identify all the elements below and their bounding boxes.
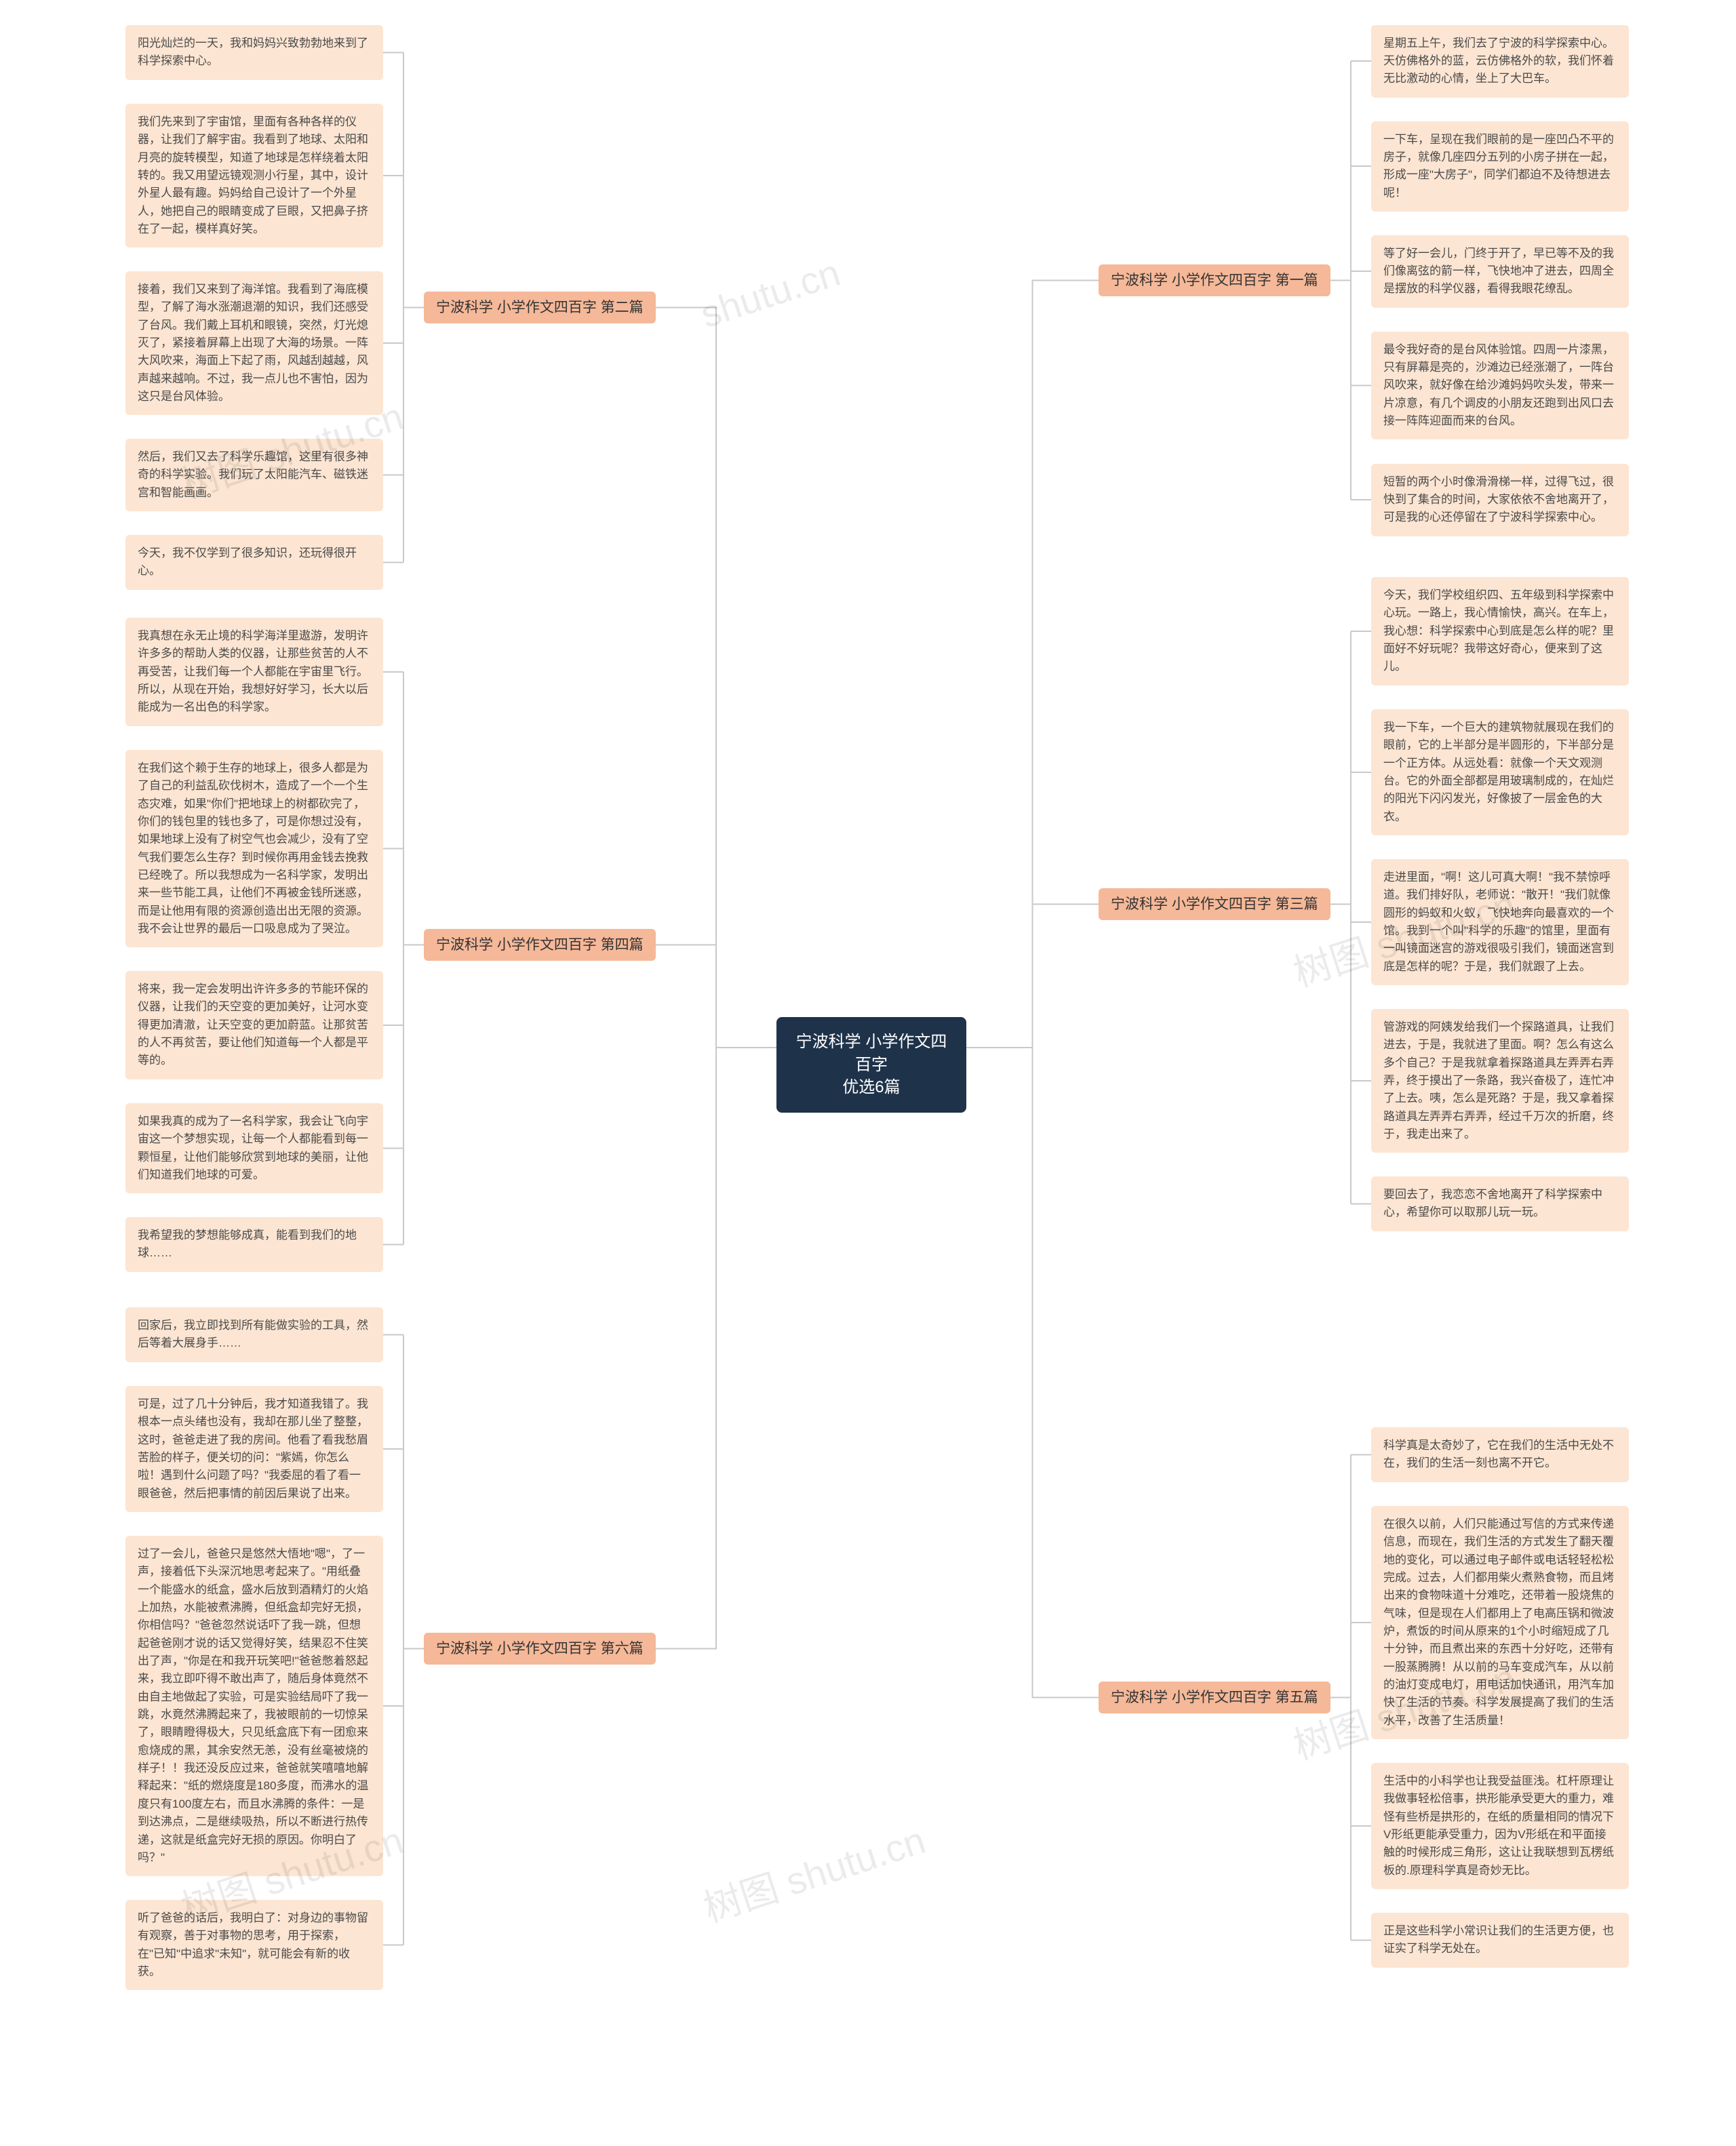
branch-node: 宁波科学 小学作文四百字 第五篇: [1099, 1682, 1330, 1713]
leaf-node: 然后，我们又去了科学乐趣馆，这里有很多神奇的科学实验。我们玩了太阳能汽车、磁铁迷…: [125, 439, 383, 511]
leaf-node: 可是，过了几十分钟后，我才知道我错了。我根本一点头绪也没有，我却在那儿坐了整整，…: [125, 1386, 383, 1512]
watermark: 树图 shutu.cn: [696, 1810, 932, 1934]
leaf-node: 过了一会儿，爸爸只是悠然大悟地"嗯"，了一声，接着低下头深沉地思考起来了。"用纸…: [125, 1536, 383, 1876]
leaf-node: 听了爸爸的话后，我明白了：对身边的事物留有观察，善于对事物的思考，用于探索，在"…: [125, 1900, 383, 1990]
root-title-line1: 宁波科学 小学作文四百字: [796, 1033, 947, 1074]
leaf-node: 阳光灿烂的一天，我和妈妈兴致勃勃地来到了科学探索中心。: [125, 25, 383, 80]
leaf-node: 我真想在永无止境的科学海洋里遨游，发明许许多多的帮助人类的仪器，让那些贫苦的人不…: [125, 618, 383, 726]
watermark: shutu.cn: [695, 250, 845, 336]
leaf-node: 将来，我一定会发明出许许多多的节能环保的仪器，让我们的天空变的更加美好，让河水变…: [125, 971, 383, 1079]
leaf-node: 我们先来到了宇宙馆，里面有各种各样的仪器，让我们了解宇宙。我看到了地球、太阳和月…: [125, 104, 383, 247]
leaf-node: 一下车，呈现在我们眼前的是一座凹凸不平的房子，就像几座四分五列的小房子拼在一起，…: [1371, 121, 1629, 212]
leaf-node: 今天，我们学校组织四、五年级到科学探索中心玩。一路上，我心情愉快，高兴。在车上，…: [1371, 577, 1629, 685]
leaf-node: 如果我真的成为了一名科学家，我会让飞向宇宙这一个梦想实现，让每一个人都能看到每一…: [125, 1103, 383, 1193]
leaf-node: 今天，我不仅学到了很多知识，还玩得很开心。: [125, 535, 383, 590]
root-title-line2: 优选6篇: [842, 1078, 900, 1096]
leaf-node: 正是这些科学小常识让我们的生活更方便，也证实了科学无处在。: [1371, 1913, 1629, 1968]
branch-node: 宁波科学 小学作文四百字 第六篇: [424, 1633, 656, 1665]
leaf-node: 我一下车，一个巨大的建筑物就展现在我们的眼前，它的上半部分是半圆形的，下半部分是…: [1371, 709, 1629, 835]
leaf-node: 走进里面，"啊！这儿可真大啊！"我不禁惊呼道。我们排好队，老师说："散开！"我们…: [1371, 859, 1629, 985]
root-node: 宁波科学 小学作文四百字 优选6篇: [776, 1017, 966, 1113]
leaf-node: 等了好一会儿，门终于开了，早已等不及的我们像离弦的箭一样，飞快地冲了进去，四周全…: [1371, 235, 1629, 308]
leaf-node: 生活中的小科学也让我受益匪浅。杠杆原理让我做事轻松倍事，拱形能承受更大的重力，难…: [1371, 1763, 1629, 1889]
leaf-node: 星期五上午，我们去了宁波的科学探索中心。天仿佛格外的蓝，云仿佛格外的软，我们怀着…: [1371, 25, 1629, 98]
leaf-node: 在我们这个赖于生存的地球上，很多人都是为了自己的利益乱砍伐树木，造成了一个一个生…: [125, 750, 383, 947]
leaf-node: 要回去了，我恋恋不舍地离开了科学探索中心，希望你可以取那儿玩一玩。: [1371, 1176, 1629, 1231]
mindmap-canvas: 宁波科学 小学作文四百字 优选6篇 宁波科学 小学作文四百字 第一篇 星期五上午，…: [0, 0, 1736, 2146]
branch-node: 宁波科学 小学作文四百字 第三篇: [1099, 888, 1330, 920]
leaf-node: 最令我好奇的是台风体验馆。四周一片漆黑，只有屏幕是亮的，沙滩边已经涨潮了，一阵台…: [1371, 332, 1629, 440]
leaf-node: 回家后，我立即找到所有能做实验的工具，然后等着大展身手……: [125, 1307, 383, 1362]
leaf-node: 在很久以前，人们只能通过写信的方式来传递信息，而现在，我们生活的方式发生了翻天覆…: [1371, 1506, 1629, 1739]
leaf-node: 接着，我们又来到了海洋馆。我看到了海底模型，了解了海水涨潮退潮的知识，我们还感受…: [125, 271, 383, 415]
leaf-node: 我希望我的梦想能够成真，能看到我们的地球……: [125, 1217, 383, 1272]
branch-node: 宁波科学 小学作文四百字 第四篇: [424, 929, 656, 961]
leaf-node: 管游戏的阿姨发给我们一个探路道具，让我们进去，于是，我就进了里面。啊？怎么有这么…: [1371, 1009, 1629, 1153]
branch-node: 宁波科学 小学作文四百字 第一篇: [1099, 264, 1330, 296]
branch-node: 宁波科学 小学作文四百字 第二篇: [424, 292, 656, 323]
leaf-node: 科学真是太奇妙了，它在我们的生活中无处不在，我们的生活一刻也离不开它。: [1371, 1427, 1629, 1482]
leaf-node: 短暂的两个小时像滑滑梯一样，过得飞过，很快到了集合的时间，大家依依不舍地离开了，…: [1371, 464, 1629, 536]
